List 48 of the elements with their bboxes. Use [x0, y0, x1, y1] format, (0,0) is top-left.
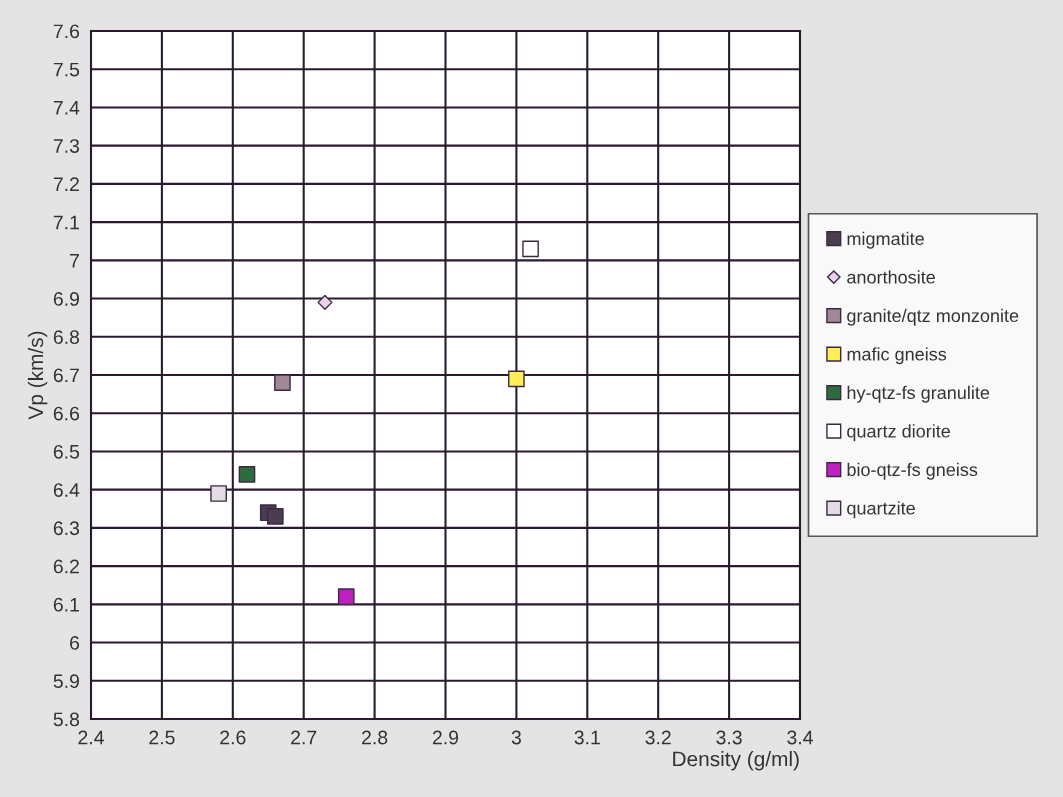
x-axis-title: Density (g/ml)	[673, 751, 799, 771]
point	[274, 374, 291, 391]
x-tick-label: 2.5	[149, 730, 175, 745]
y-axis-title: Vp (km/s)	[27, 331, 48, 420]
y-tick-label: 7.5	[53, 62, 80, 77]
y-tick-label: 7	[70, 254, 79, 268]
x-tick-label: 2.6	[220, 730, 246, 745]
x-tick-label: 2.4	[78, 730, 104, 745]
x-tick-label: 3	[511, 730, 521, 745]
x-tick-label: 2.7	[291, 730, 317, 745]
legend-label: anorthosite	[847, 270, 935, 284]
y-tick-label: 7.1	[53, 215, 79, 230]
y-tick-label: 6.5	[53, 444, 80, 459]
y-tick-label: 5.9	[53, 674, 79, 689]
point	[238, 466, 256, 483]
legend-label: quartzite	[847, 501, 915, 519]
y-tick-label: 6.9	[53, 292, 79, 306]
point	[522, 240, 539, 258]
x-tick-label: 3.2	[645, 730, 671, 745]
y-tick-label: 6.1	[53, 597, 79, 612]
y-tick-label: 7.4	[53, 101, 80, 115]
legend-label: migmatite	[847, 231, 924, 249]
legend-label: bio-qtz-fs gneiss	[847, 462, 978, 480]
legend-label: hy-qtz-fs granulite	[847, 385, 990, 403]
y-tick-label: 7.3	[53, 139, 80, 153]
y-tick-label: 6.8	[53, 330, 80, 345]
y-tick-label: 6.2	[53, 559, 79, 574]
point	[337, 588, 355, 606]
y-tick-label: 6.3	[53, 521, 80, 536]
y-tick-label: 7.6	[53, 24, 80, 39]
legend-label: granite/qtz monzonite	[847, 308, 1019, 326]
x-tick-label: 3.4	[787, 730, 813, 745]
y-tick-label: 7.2	[53, 177, 79, 191]
point	[508, 370, 525, 388]
legend-label: quartz diorite	[847, 424, 950, 442]
point	[317, 294, 333, 310]
y-tick-label: 6	[70, 636, 80, 650]
y-tick-label: 6.4	[53, 483, 80, 497]
x-tick-label: 2.8	[362, 730, 388, 745]
y-tick-label: 6.6	[53, 406, 80, 421]
x-tick-label: 2.9	[432, 730, 459, 745]
point	[210, 485, 227, 502]
x-tick-label: 3.3	[716, 730, 742, 745]
legend-label: mafic gneiss	[847, 347, 947, 365]
point	[267, 508, 284, 525]
y-tick-label: 6.7	[53, 368, 79, 383]
x-tick-label: 3.1	[574, 730, 600, 745]
y-tick-label: 5.8	[53, 712, 80, 727]
